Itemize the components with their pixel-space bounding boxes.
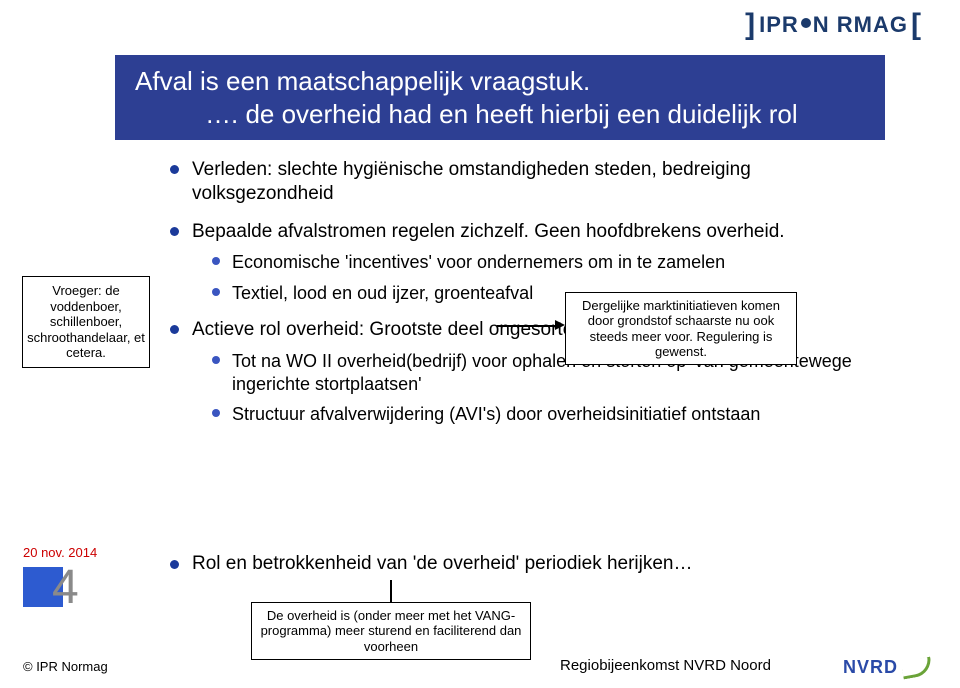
arrow-head-icon (555, 320, 565, 330)
footer-event-name: Regiobijeenkomst NVRD Noord (560, 657, 771, 674)
arrow-connector-line (497, 325, 557, 327)
footer-logo: NVRD (843, 657, 932, 678)
title-line-1: Afval is een maatschappelijk vraagstuk. (135, 65, 865, 98)
footer-logo-text: NVRD (843, 657, 898, 678)
footer-copyright: © IPR Normag (23, 659, 108, 674)
subbullet-text: Economische 'incentives' voor ondernemer… (232, 252, 725, 272)
bullet-text: Verleden: slechte hygiënische omstandigh… (192, 159, 751, 204)
subbullet-item: Economische 'incentives' voor ondernemer… (212, 251, 885, 274)
slide-number: 4 (52, 560, 79, 615)
callout-bottom-box: De overheid is (onder meer met het VANG-… (251, 602, 531, 660)
bullet-item: Rol en betrokkenheid van 'de overheid' p… (170, 553, 890, 575)
subbullet-item: Structuur afvalverwijdering (AVI's) door… (212, 403, 885, 426)
brand-logo-top: ] IPR N RMAG [ (742, 8, 925, 42)
callout-left-text: Vroeger: de voddenboer, schillenboer, sc… (27, 283, 145, 360)
callout-bottom-text: De overheid is (onder meer met het VANG-… (261, 608, 522, 654)
bracket-right-icon: [ (908, 8, 925, 42)
callout-right-text: Dergelijke marktinitiatieven komen door … (582, 298, 780, 359)
bullet-text: Bepaalde afvalstromen regelen zichzelf. … (192, 221, 785, 242)
bullet-item: Verleden: slechte hygiënische omstandigh… (170, 158, 885, 206)
slide-date: 20 nov. 2014 (23, 545, 97, 560)
slide-title-banner: Afval is een maatschappelijk vraagstuk. … (115, 55, 885, 140)
callout-left-box: Vroeger: de voddenboer, schillenboer, sc… (22, 276, 150, 368)
arrow-connector-vertical (390, 580, 392, 602)
title-line-2: …. de overheid had en heeft hierbij een … (135, 98, 865, 131)
callout-right-box: Dergelijke marktinitiatieven komen door … (565, 292, 797, 365)
logo-text-left: IPR (759, 12, 799, 38)
swoosh-icon (901, 656, 934, 679)
logo-text-right: N RMAG (813, 12, 908, 38)
bracket-left-icon: ] (742, 8, 759, 42)
logo-dot-icon (801, 18, 811, 28)
bullet-text: Rol en betrokkenheid van 'de overheid' p… (192, 553, 693, 574)
subbullet-text: Structuur afvalverwijdering (AVI's) door… (232, 404, 760, 424)
subbullet-text: Textiel, lood en oud ijzer, groenteafval (232, 283, 533, 303)
bottom-bullet-row: Rol en betrokkenheid van 'de overheid' p… (170, 553, 890, 575)
